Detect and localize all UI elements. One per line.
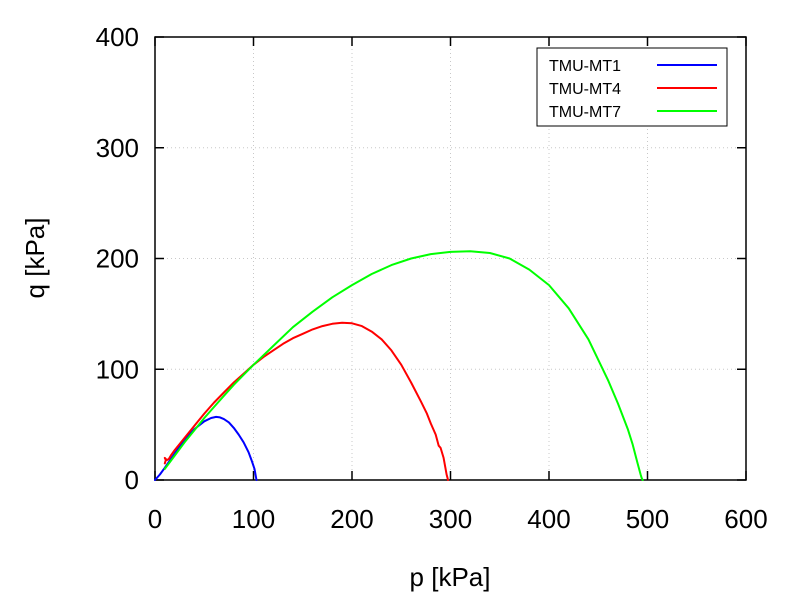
data-series <box>154 250 644 481</box>
series-line-tmu-mt7 <box>163 250 644 481</box>
y-tick-label: 0 <box>125 465 139 495</box>
x-tick-label: 300 <box>429 504 472 534</box>
y-axis-label: q [kPa] <box>20 218 50 299</box>
legend-label-tmu-mt4: TMU-MT4 <box>549 81 621 98</box>
y-tick-label: 200 <box>96 244 139 274</box>
y-tick-label: 400 <box>96 22 139 52</box>
legend-label-tmu-mt1: TMU-MT1 <box>549 58 621 75</box>
series-line-tmu-mt1 <box>154 415 258 481</box>
x-tick-label: 100 <box>232 504 275 534</box>
axis-ticks: 0 100 200 300 400 500 600 0 100 200 300 400 <box>96 22 768 534</box>
series-line-tmu-mt4 <box>163 321 449 481</box>
x-tick-label: 200 <box>330 504 373 534</box>
x-tick-label: 600 <box>724 504 767 534</box>
x-tick-label: 0 <box>148 504 162 534</box>
x-tick-label: 500 <box>626 504 669 534</box>
y-tick-label: 300 <box>96 133 139 163</box>
y-tick-label: 100 <box>96 354 139 384</box>
x-axis-label: p [kPa] <box>410 562 491 592</box>
x-tick-label: 400 <box>527 504 570 534</box>
legend: TMU-MT1 TMU-MT4 TMU-MT7 <box>536 47 728 127</box>
grid-lines <box>155 37 746 480</box>
legend-label-tmu-mt7: TMU-MT7 <box>549 104 621 121</box>
